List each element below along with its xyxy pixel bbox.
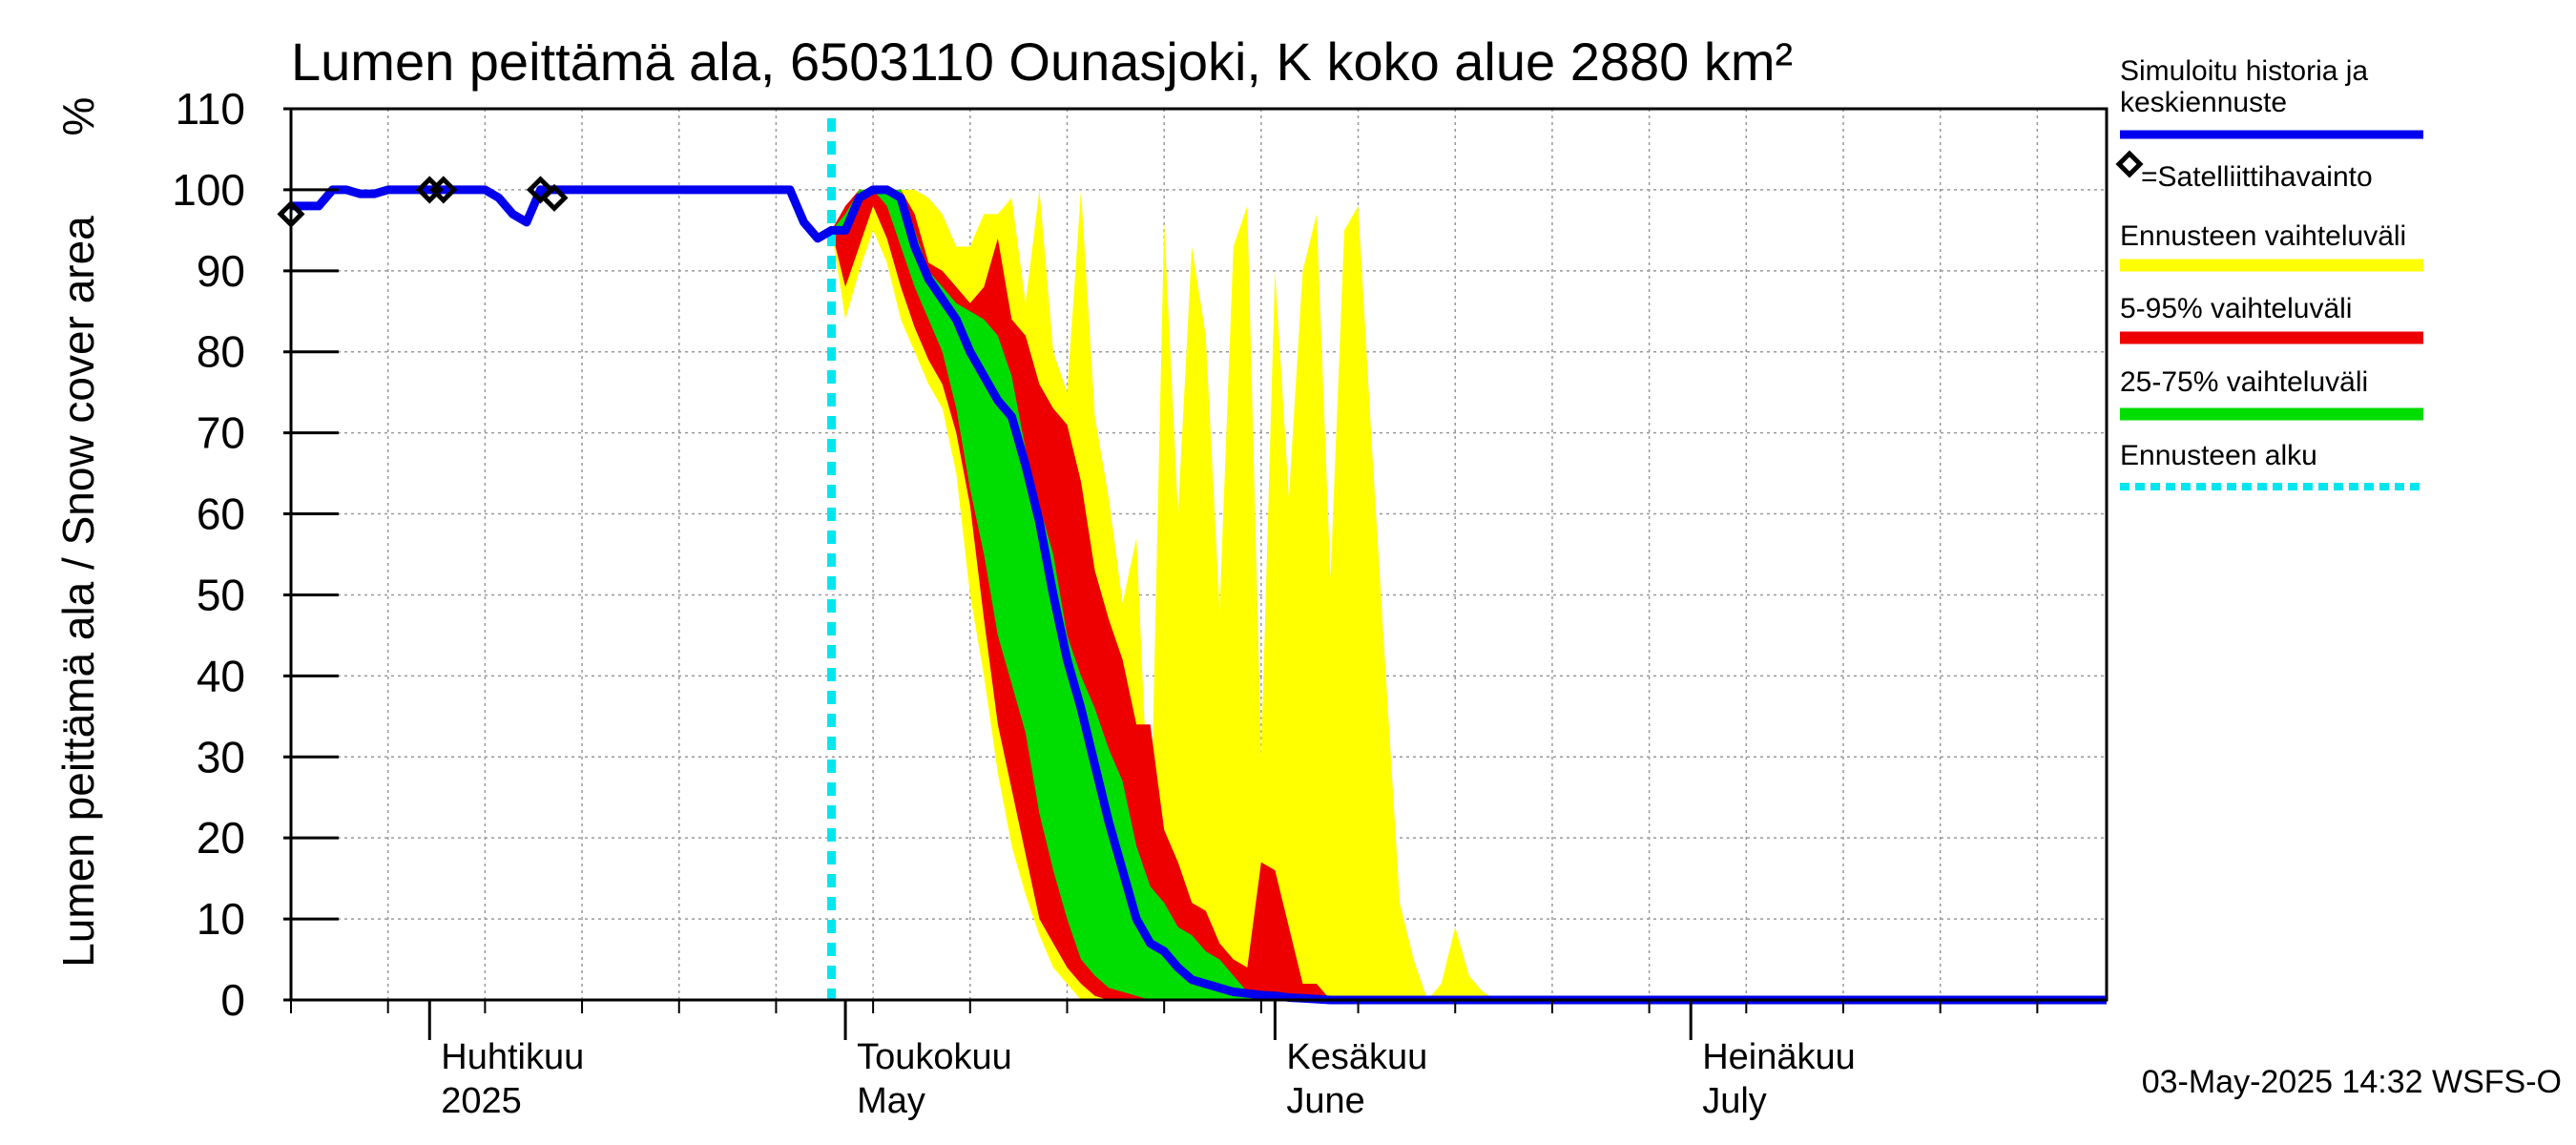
- satellite-point: [540, 183, 569, 212]
- legend-label-forecast-start: Ennusteen alku: [2120, 440, 2317, 471]
- y-tick-label: 100: [172, 165, 245, 215]
- band-5-95-vaihteluv-li: [831, 189, 2107, 1001]
- plot-frame: [289, 107, 2109, 1002]
- y-tick-label: 40: [197, 651, 245, 700]
- y-tick-labels: 0 10 20 30 40 50 60 70 80 90 100 110: [172, 84, 245, 1025]
- legend-label-p5-95: 5-95% vaihteluväli: [2120, 293, 2352, 324]
- y-tick-label: 80: [197, 327, 245, 377]
- legend-satellite-marker: [2115, 150, 2144, 178]
- y-tick-label: 50: [197, 570, 245, 619]
- y-axis-unit: %: [53, 97, 103, 136]
- x-month-label-en: 2025: [441, 1081, 522, 1121]
- legend-label-range: Ennusteen vaihteluväli: [2120, 220, 2406, 252]
- satellite-point: [429, 176, 458, 204]
- y-tick-label: 110: [176, 84, 245, 134]
- x-month-label-fi: Heinäkuu: [1702, 1037, 1856, 1077]
- axes: [283, 107, 2109, 1040]
- x-month-label-fi: Toukokuu: [857, 1037, 1012, 1077]
- y-axis-label: Lumen peittämä ala / Snow cover area: [53, 216, 103, 968]
- forecast-bands: [827, 118, 2107, 1001]
- simulated-line: [291, 185, 2107, 1005]
- y-tick-label: 30: [197, 732, 245, 781]
- x-month-label-fi: Huhtikuu: [441, 1037, 584, 1077]
- y-tick-label: 70: [197, 408, 245, 458]
- legend-label-simulated-cont: keskiennuste: [2120, 87, 2287, 118]
- satellite-point: [526, 176, 555, 204]
- legend-label-p25-75: 25-75% vaihteluväli: [2120, 366, 2368, 398]
- legend-label-satellite: =Satelliittihavainto: [2141, 161, 2373, 193]
- y-tick-label: 0: [220, 975, 245, 1025]
- x-month-label-en: July: [1702, 1081, 1767, 1121]
- x-month-label-en: June: [1286, 1081, 1364, 1121]
- footer-timestamp: 03-May-2025 14:32 WSFS-O: [2142, 1064, 2562, 1100]
- y-tick-label: 10: [197, 894, 245, 944]
- legend-label-simulated: Simuloitu historia ja: [2120, 55, 2368, 87]
- x-month-label-en: May: [857, 1081, 925, 1121]
- y-tick-label: 20: [197, 813, 245, 863]
- x-month-label-fi: Kesäkuu: [1286, 1037, 1427, 1077]
- y-tick-label: 90: [197, 246, 245, 296]
- series-lines: [291, 185, 2107, 1005]
- chart-title: Lumen peittämä ala, 6503110 Ounasjoki, K…: [291, 31, 1793, 92]
- y-tick-label: 60: [197, 489, 245, 539]
